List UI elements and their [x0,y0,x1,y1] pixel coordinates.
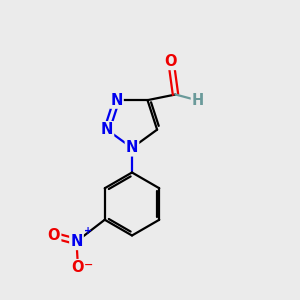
Text: N: N [70,234,83,249]
Text: O: O [165,54,177,69]
Text: O: O [72,260,84,275]
Text: O: O [48,228,60,243]
Text: −: − [83,260,93,270]
Text: N: N [110,93,123,108]
Text: +: + [84,226,92,236]
Text: N: N [126,140,138,155]
Text: N: N [101,122,113,137]
Text: H: H [192,93,204,108]
